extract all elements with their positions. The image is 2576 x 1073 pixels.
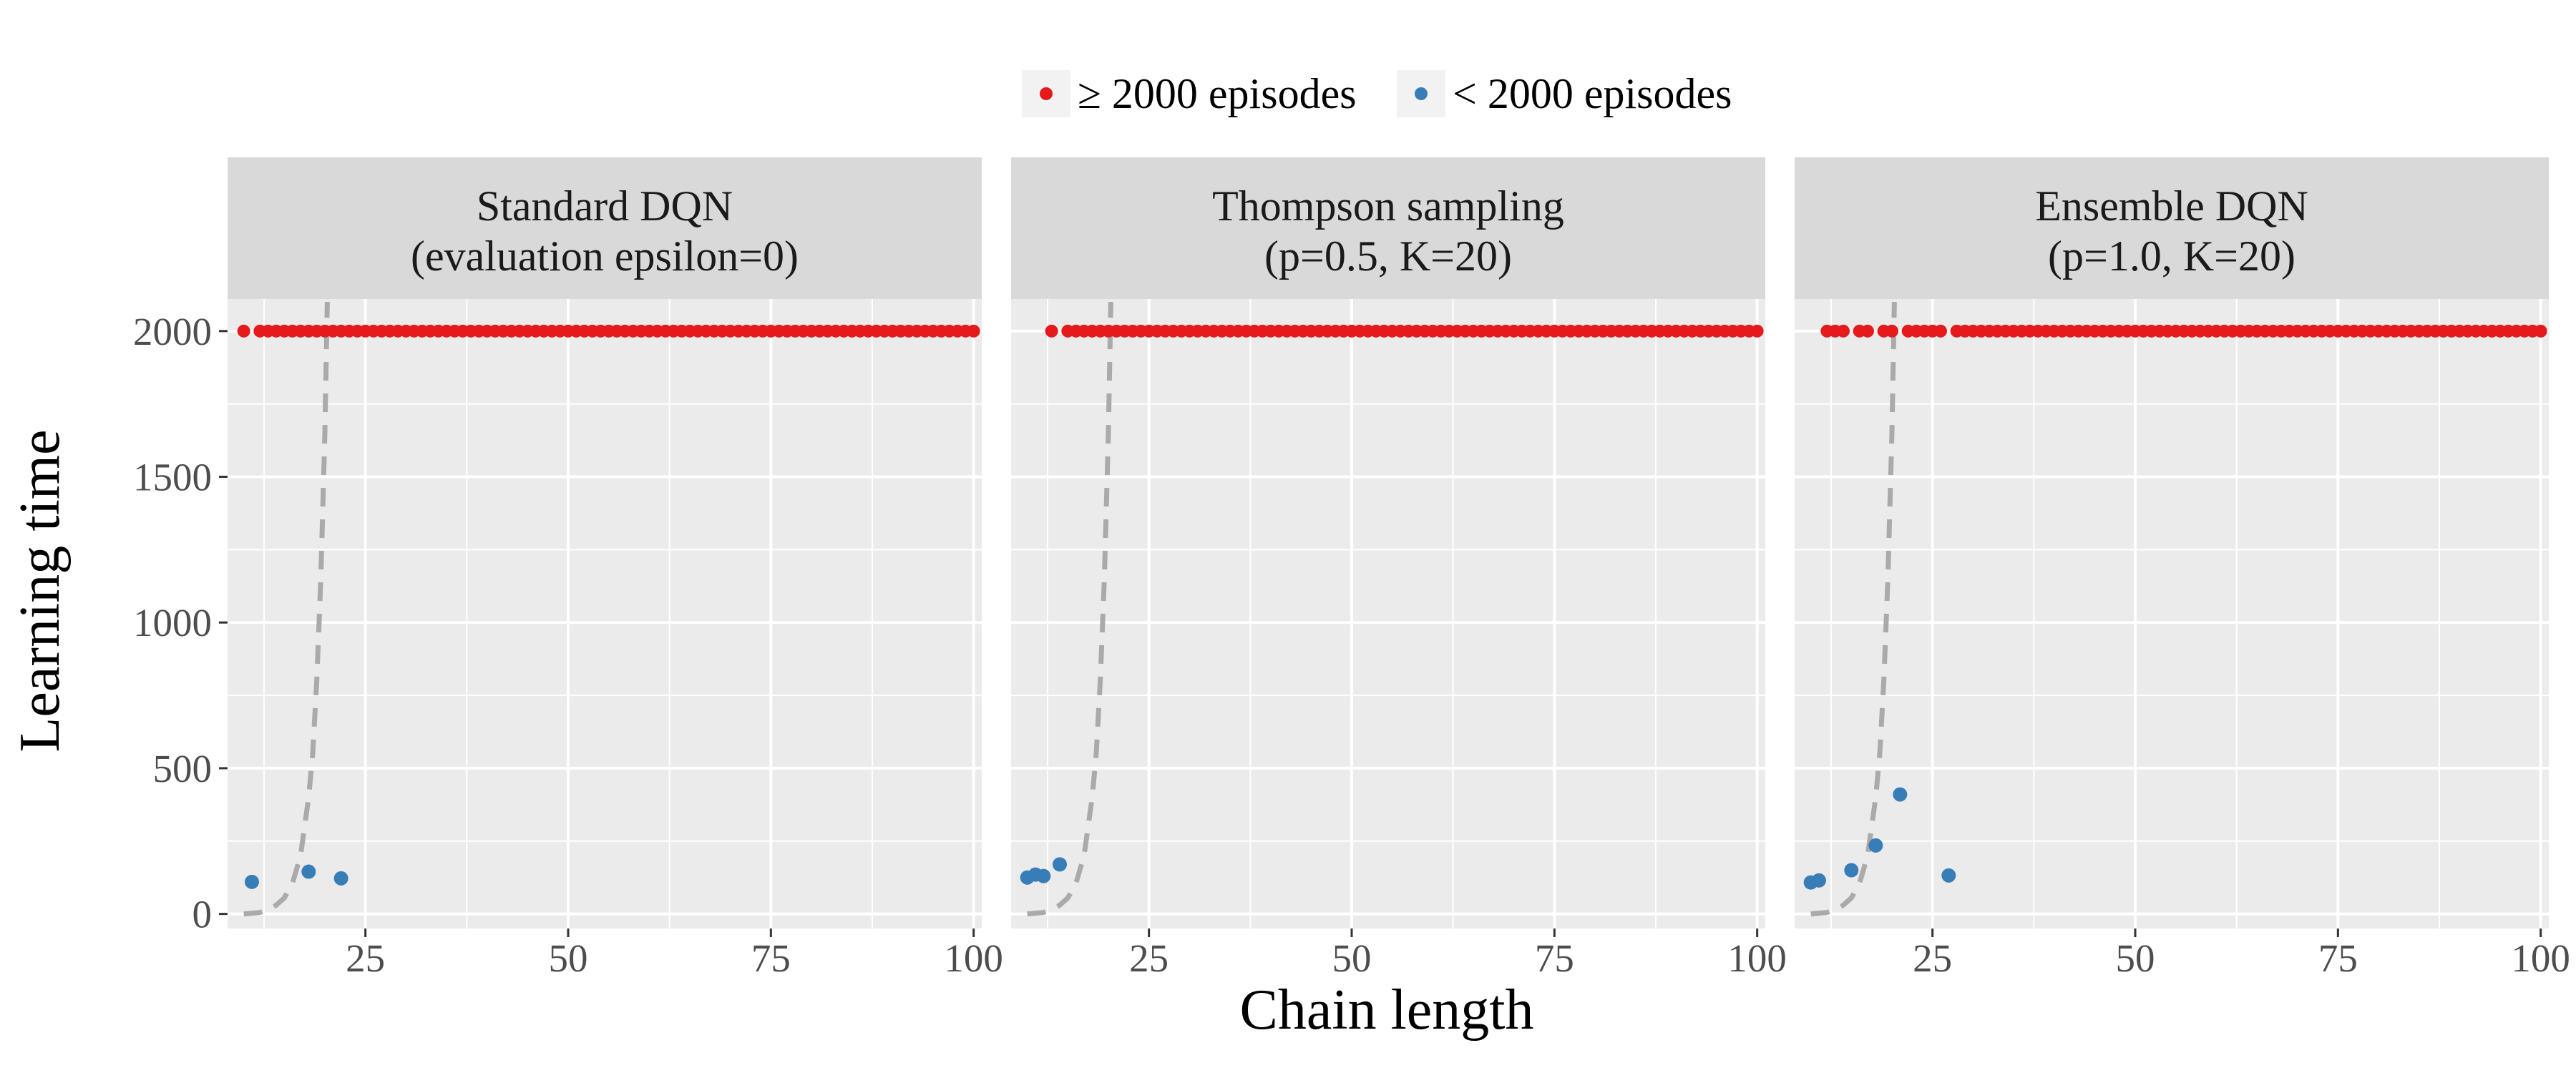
- facet-panels: Standard DQN(evaluation epsilon=0) 25 50 75…: [133, 157, 2570, 980]
- panel-title-line2: (evaluation epsilon=0): [411, 232, 799, 280]
- panel-title-line2: (p=1.0, K=20): [2048, 232, 2296, 280]
- x-tick-label: 100: [2511, 936, 2570, 980]
- panel-strip: [228, 157, 982, 299]
- x-tick-label: 75: [2318, 936, 2358, 980]
- point-lt2000: [1036, 868, 1051, 883]
- x-tick-label: 25: [346, 936, 385, 980]
- point-lt2000: [1053, 857, 1067, 872]
- panel-title-line1: Standard DQN: [477, 182, 733, 230]
- x-tick-label: 50: [549, 936, 588, 980]
- panel-plot-area: [1795, 299, 2549, 929]
- panel-strip: [1011, 157, 1765, 299]
- gridlines: [228, 299, 982, 929]
- legend-swatch-ge2000: [1040, 87, 1053, 100]
- point-ge2000: [1885, 324, 1898, 338]
- legend-swatch-lt2000: [1415, 87, 1428, 100]
- point-ge2000: [1750, 324, 1764, 338]
- panel-title-line1: Ensemble DQN: [2035, 182, 2308, 230]
- point-ge2000: [967, 324, 980, 338]
- point-lt2000: [1844, 863, 1859, 878]
- point-lt2000: [245, 874, 259, 889]
- legend-label-ge2000: ≥ 2000 episodes: [1078, 70, 1357, 117]
- series-ge2000: [1045, 324, 1764, 338]
- y-tick-label: 1000: [133, 601, 212, 645]
- y-axis-title: Learning time: [9, 430, 72, 753]
- x-tick-label: 25: [1913, 936, 1952, 980]
- panel-2: Thompson sampling(p=0.5, K=20) 25 50 75 100: [1011, 157, 1787, 980]
- point-ge2000: [1861, 324, 1874, 338]
- y-tick-label: 500: [153, 747, 213, 790]
- x-tick-label: 75: [1535, 936, 1574, 980]
- panel-plot-area: [1011, 299, 1765, 929]
- y-tick-label: 0: [192, 893, 213, 936]
- panel-title-line1: Thompson sampling: [1212, 182, 1564, 230]
- point-ge2000: [1045, 324, 1058, 338]
- point-ge2000: [1837, 324, 1850, 338]
- series-lt2000: [245, 864, 348, 889]
- series-ge2000: [1820, 324, 2547, 338]
- panel-strip: [1795, 157, 2549, 299]
- y-tick-label: 2000: [133, 310, 212, 353]
- point-lt2000: [1812, 873, 1826, 888]
- series-lt2000: [1020, 857, 1067, 885]
- x-tick-label: 100: [944, 936, 1003, 980]
- panel-3: Ensemble DQN(p=1.0, K=20) 25 50 75 100: [1795, 157, 2570, 980]
- y-tick-label: 1500: [133, 456, 212, 499]
- point-ge2000: [1934, 324, 1947, 338]
- point-lt2000: [1941, 868, 1956, 883]
- panel-1: Standard DQN(evaluation epsilon=0) 25 50 75…: [133, 157, 1003, 980]
- point-lt2000: [301, 864, 316, 879]
- legend-item-lt2000: < 2000 episodes: [1397, 70, 1732, 117]
- point-lt2000: [1893, 787, 1908, 802]
- series-lt2000: [1803, 787, 1956, 890]
- x-tick-label: 100: [1727, 936, 1787, 980]
- legend-item-ge2000: ≥ 2000 episodes: [1022, 70, 1357, 117]
- point-ge2000: [237, 324, 250, 338]
- x-axis-title: Chain length: [1239, 979, 1533, 1042]
- x-tick-label: 25: [1129, 936, 1169, 980]
- x-tick-label: 50: [1332, 936, 1372, 980]
- panel-title-line2: (p=0.5, K=20): [1264, 232, 1512, 280]
- gridlines: [1011, 299, 1765, 929]
- series-ge2000: [237, 324, 980, 338]
- point-lt2000: [333, 871, 348, 886]
- legend: ≥ 2000 episodes < 2000 episodes: [1022, 70, 1732, 117]
- point-lt2000: [1868, 838, 1883, 853]
- x-tick-label: 50: [2116, 936, 2155, 980]
- legend-label-lt2000: < 2000 episodes: [1453, 70, 1732, 117]
- panel-plot-area: [228, 299, 982, 929]
- x-tick-label: 75: [751, 936, 791, 980]
- point-ge2000: [2534, 324, 2547, 338]
